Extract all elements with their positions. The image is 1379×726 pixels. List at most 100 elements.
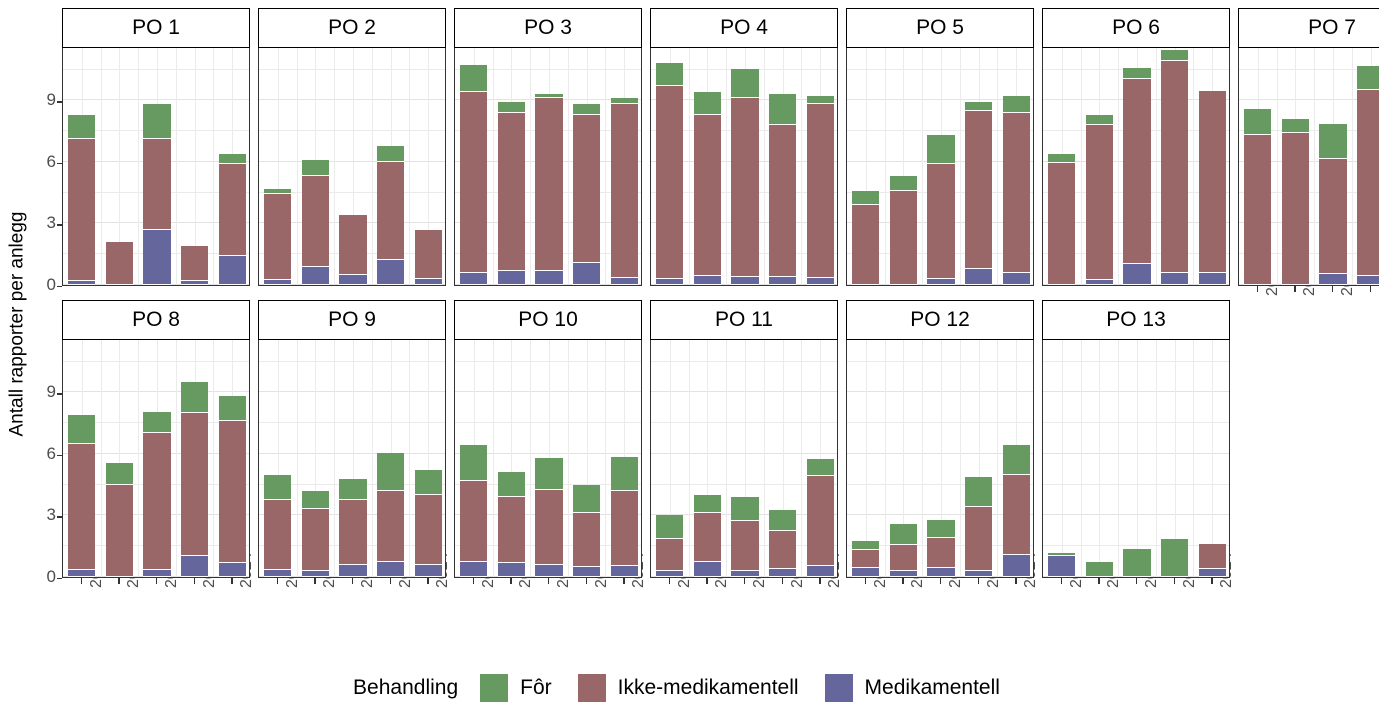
- facet-panel-po-12: PO 12: [846, 300, 1034, 578]
- bar-series-group: [651, 48, 837, 285]
- stacked-bar: [1048, 553, 1076, 577]
- bar-segment-medikamentell: [68, 280, 96, 285]
- stacked-bar: [460, 444, 488, 577]
- gridline-horizontal-major: [259, 160, 445, 162]
- bar-segment-ikke-medikamentell: [1244, 135, 1272, 285]
- bar-segment-medikamentell: [573, 263, 601, 285]
- legend-item-ikke-medikamentell[interactable]: Ikke-medikamentell: [577, 674, 799, 702]
- gridline-vertical-major: [782, 340, 784, 577]
- gridline-vertical-minor: [1118, 340, 1120, 577]
- bar-segment-ikke-medikamentell: [852, 204, 880, 285]
- stacked-bar: [143, 104, 171, 285]
- x-tick-mark: [977, 578, 979, 584]
- x-tick-mark: [668, 578, 671, 584]
- bar-segment-f-r: [460, 444, 488, 481]
- bar-segment-f-r: [377, 145, 405, 162]
- y-tick-mark: [57, 224, 62, 226]
- gridline-horizontal-minor: [259, 68, 445, 70]
- bar-segment-f-r: [1048, 153, 1076, 163]
- bar-segment-f-r: [301, 490, 329, 510]
- gridline-horizontal-minor: [847, 422, 1033, 424]
- y-tick-label: 9: [46, 90, 56, 110]
- bar-segment-medikamentell: [218, 256, 246, 285]
- legend-item-f-r[interactable]: Fôr: [480, 674, 552, 702]
- bar-segment-f-r: [1002, 96, 1030, 113]
- bar-segment-f-r: [769, 94, 797, 125]
- gridline-vertical-major: [353, 340, 354, 577]
- bar-segment-ikke-medikamentell: [965, 110, 993, 269]
- bar-segment-medikamentell: [339, 564, 367, 577]
- plot-area: [454, 48, 642, 286]
- bar-series-group: [259, 340, 445, 577]
- stacked-bar: [731, 497, 759, 577]
- bar-segment-ikke-medikamentell: [806, 104, 834, 278]
- x-tick-mark: [585, 578, 587, 584]
- gridline-vertical-minor: [567, 48, 569, 285]
- stacked-bar: [68, 414, 96, 577]
- gridline-vertical-minor: [409, 340, 411, 577]
- x-axis-labels: 20202021202220232024: [258, 552, 451, 650]
- bar-segment-f-r: [769, 510, 797, 531]
- bar-segment-ikke-medikamentell: [414, 494, 442, 565]
- facet-strip-label: PO 12: [846, 300, 1034, 340]
- bar-segment-medikamentell: [264, 569, 292, 577]
- gridline-horizontal-minor: [651, 483, 837, 485]
- gridline-horizontal-minor: [651, 422, 837, 424]
- bar-segment-f-r: [181, 382, 209, 413]
- y-tick-mark: [57, 393, 62, 395]
- x-axis-labels: 20202021202220232024: [650, 552, 843, 650]
- gridline-vertical-minor: [567, 340, 569, 577]
- gridline-horizontal-major: [1043, 390, 1229, 393]
- bar-segment-medikamentell: [656, 278, 684, 285]
- bar-segment-ikke-medikamentell: [610, 490, 638, 566]
- x-tick-mark: [472, 578, 475, 584]
- facet-grid: 0 3 6 9 PO 1PO 2PO 3PO 4PO 5PO 6 202020212022…: [34, 8, 1379, 648]
- x-tick-mark: [389, 578, 391, 584]
- gridline-horizontal-major: [455, 390, 641, 393]
- bar-segment-f-r: [889, 176, 917, 191]
- bar-segment-ikke-medikamentell: [339, 215, 367, 275]
- stacked-bar: [301, 490, 329, 577]
- plot-area: [1238, 48, 1379, 286]
- bar-series-group: [455, 340, 641, 577]
- gridline-vertical-major: [119, 48, 121, 285]
- gridline-vertical-major: [941, 340, 942, 577]
- facet-panel-po-10: PO 10: [454, 300, 642, 578]
- bar-series-group: [1043, 48, 1229, 285]
- y-axis-title-text: Antall rapporter per anlegg: [6, 211, 28, 437]
- x-tick-mark: [548, 578, 550, 584]
- x-tick-mark: [744, 578, 746, 584]
- legend-item-medikamentell[interactable]: Medikamentell: [824, 674, 1000, 702]
- bar-series-group: [847, 48, 1033, 285]
- y-tick-label: 0: [46, 275, 56, 294]
- gridline-vertical-minor: [801, 48, 803, 285]
- gridline-vertical-major: [707, 340, 709, 577]
- plot-area: [846, 340, 1034, 578]
- stacked-bar: [1048, 153, 1076, 285]
- stacked-bar: [965, 102, 993, 285]
- bar-segment-ikke-medikamentell: [218, 421, 246, 563]
- bar-segment-ikke-medikamentell: [806, 476, 834, 566]
- plot-area: [454, 340, 642, 578]
- stacked-bar: [105, 463, 133, 577]
- gridline-vertical-major: [903, 340, 905, 577]
- bar-segment-f-r: [1161, 50, 1189, 62]
- gridline-vertical-minor: [100, 48, 102, 285]
- bar-segment-medikamentell: [377, 561, 405, 577]
- bar-segment-ikke-medikamentell: [68, 443, 96, 570]
- bar-segment-ikke-medikamentell: [105, 241, 133, 285]
- bar-segment-f-r: [852, 541, 880, 551]
- bar-segment-f-r: [68, 114, 96, 140]
- bar-segment-f-r: [1161, 539, 1189, 577]
- plot-area: [650, 340, 838, 578]
- bar-segment-f-r: [656, 515, 684, 540]
- bar-segment-f-r: [806, 96, 834, 105]
- bar-segment-f-r: [927, 135, 955, 164]
- x-tick-mark: [1060, 578, 1063, 584]
- bar-segment-ikke-medikamentell: [1198, 91, 1226, 273]
- bar-segment-medikamentell: [769, 276, 797, 285]
- gridline-horizontal-minor: [1043, 422, 1229, 424]
- gridline-vertical-minor: [296, 48, 298, 285]
- gridline-horizontal-major: [1239, 222, 1379, 224]
